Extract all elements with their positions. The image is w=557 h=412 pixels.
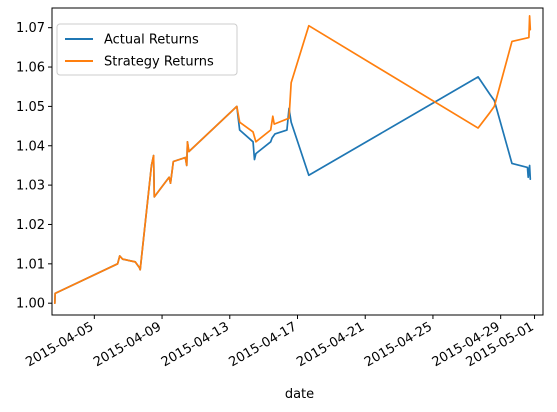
series-line-1 — [53, 15, 532, 305]
y-tick-label: 1.02 — [16, 218, 45, 233]
series-line-0 — [53, 76, 532, 305]
legend-label-0: Actual Returns — [104, 33, 199, 48]
x-tick-label: 2015-04-09 — [91, 319, 164, 370]
legend: Actual Returns Strategy Returns — [56, 23, 238, 76]
x-axis: 2015-04-052015-04-092015-04-132015-04-17… — [23, 315, 537, 370]
x-tick-label: 2015-04-17 — [227, 319, 300, 370]
y-axis: 1.00 1.01 1.02 1.03 1.04 1.05 1.06 1.07 — [16, 21, 52, 312]
legend-box — [56, 23, 238, 76]
y-tick-label: 1.04 — [16, 139, 45, 154]
y-tick-label: 1.03 — [16, 179, 45, 194]
y-tick-label: 1.00 — [16, 297, 45, 312]
y-tick-label: 1.06 — [16, 61, 45, 76]
x-tick-label: 2015-04-05 — [23, 319, 96, 370]
series-layer — [53, 15, 532, 305]
legend-label-1: Strategy Returns — [104, 55, 214, 70]
x-tick-label: 2015-04-13 — [159, 319, 232, 370]
y-tick-label: 1.07 — [16, 21, 45, 36]
x-tick-label: 2015-04-25 — [362, 319, 435, 370]
y-tick-label: 1.01 — [16, 257, 45, 272]
x-axis-label: date — [285, 387, 314, 402]
x-tick-label: 2015-04-21 — [294, 319, 367, 370]
y-tick-label: 1.05 — [16, 100, 45, 115]
